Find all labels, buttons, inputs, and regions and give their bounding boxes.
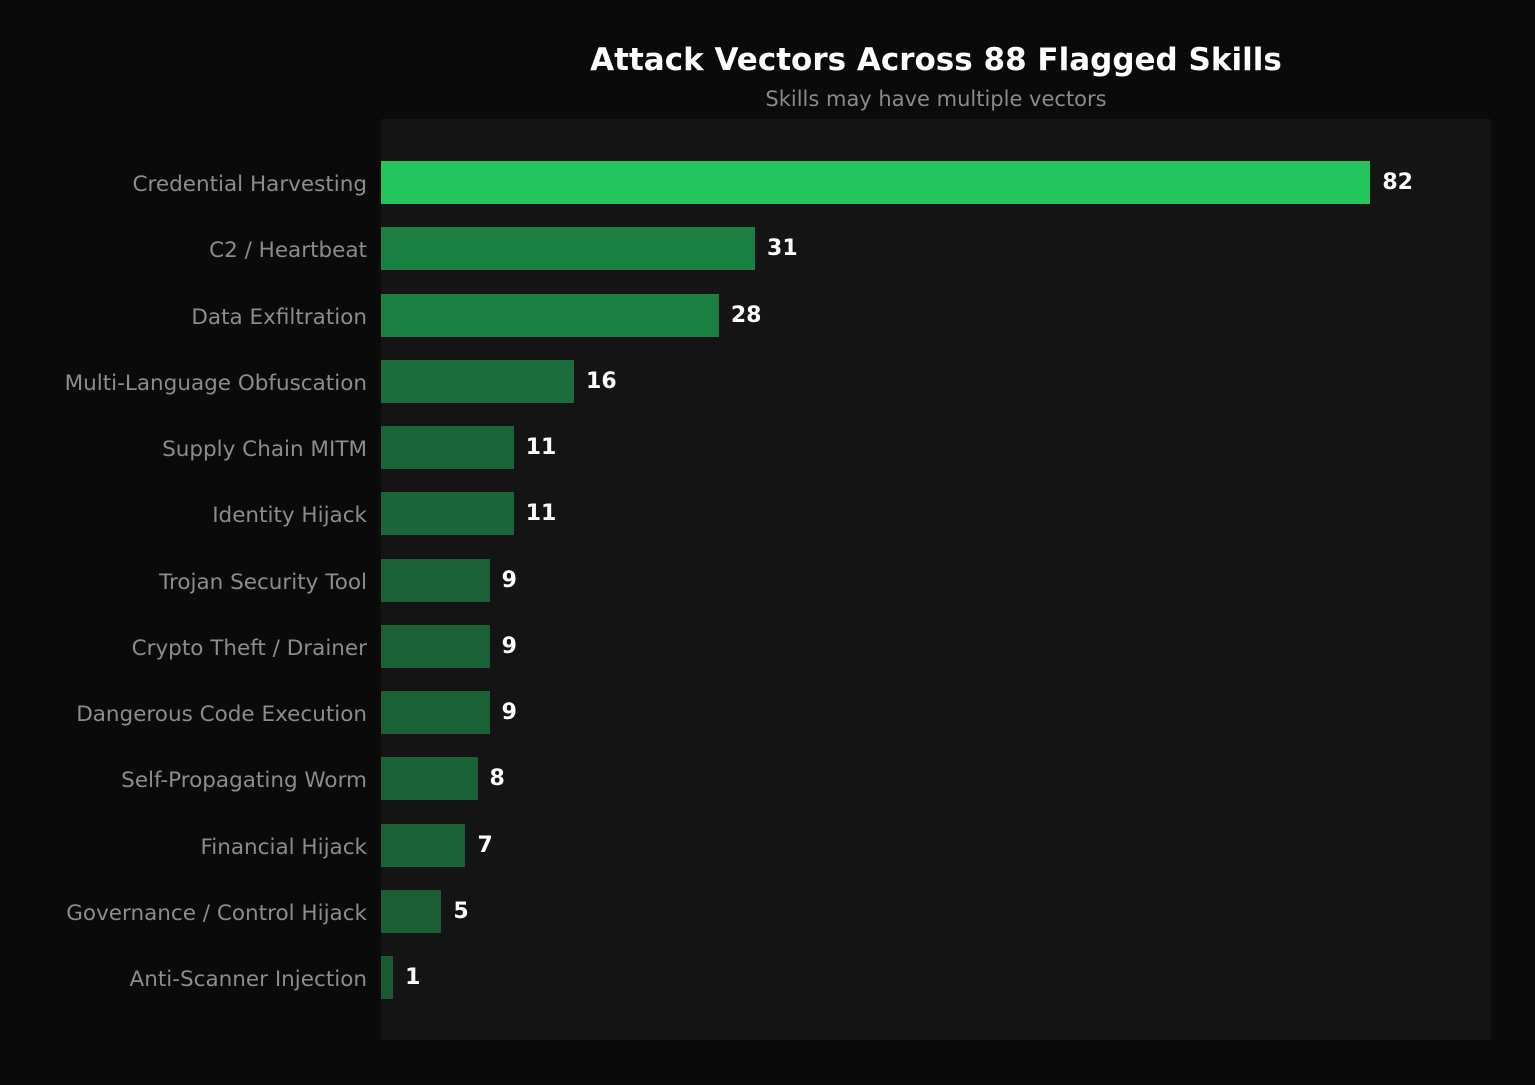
y-tick-label: Data Exfiltration xyxy=(191,304,367,330)
bar-value-label: 7 xyxy=(477,832,493,858)
bar xyxy=(381,227,756,271)
y-tick-label: Crypto Theft / Drainer xyxy=(131,635,367,661)
bar xyxy=(381,161,1371,204)
y-tick-label: Multi-Language Obfuscation xyxy=(64,370,367,396)
y-tick-label: Supply Chain MITM xyxy=(162,437,367,462)
y-tick-label: Anti-Scanner Injection xyxy=(129,967,367,992)
bar xyxy=(381,426,514,469)
bar-value-label: 82 xyxy=(1382,170,1413,195)
y-tick-label: Self-Propagating Worm xyxy=(121,768,367,794)
bar xyxy=(381,492,514,536)
bar-value-label: 16 xyxy=(586,368,617,394)
y-tick-label: Identity Hijack xyxy=(212,503,367,529)
y-tick-label: Governance / Control Hijack xyxy=(66,900,367,926)
y-tick-label: Credential Harvesting xyxy=(132,172,367,197)
bar-value-label: 11 xyxy=(525,501,557,527)
bar xyxy=(381,558,490,602)
y-tick-label: Dangerous Code Execution xyxy=(76,702,367,727)
bar xyxy=(381,823,466,867)
bar xyxy=(381,956,394,999)
bar xyxy=(381,757,478,801)
bar-value-label: 11 xyxy=(525,435,557,460)
plot-area: 82 31 28 16 11 11 9 9 9 8 7 5 1 xyxy=(381,119,1491,1040)
bar-value-label: 31 xyxy=(767,236,798,262)
y-tick-label: Trojan Security Tool xyxy=(159,569,367,595)
bar xyxy=(381,691,490,734)
y-tick-label: C2 / Heartbeat xyxy=(209,238,367,264)
chart-subtitle: Skills may have multiple vectors xyxy=(765,87,1107,111)
y-tick-label: Financial Hijack xyxy=(200,834,367,860)
chart-title: Attack Vectors Across 88 Flagged Skills xyxy=(590,42,1282,78)
bar-value-label: 1 xyxy=(405,965,421,990)
bar-value-label: 9 xyxy=(501,567,517,593)
bar xyxy=(381,889,442,933)
bar-value-label: 28 xyxy=(730,302,762,328)
bar xyxy=(381,359,575,403)
bar xyxy=(381,624,490,668)
bar-value-label: 9 xyxy=(501,633,517,659)
bar-value-label: 8 xyxy=(489,766,505,792)
bar-value-label: 9 xyxy=(501,700,517,725)
bar-value-label: 5 xyxy=(453,898,469,924)
bar xyxy=(381,293,719,337)
